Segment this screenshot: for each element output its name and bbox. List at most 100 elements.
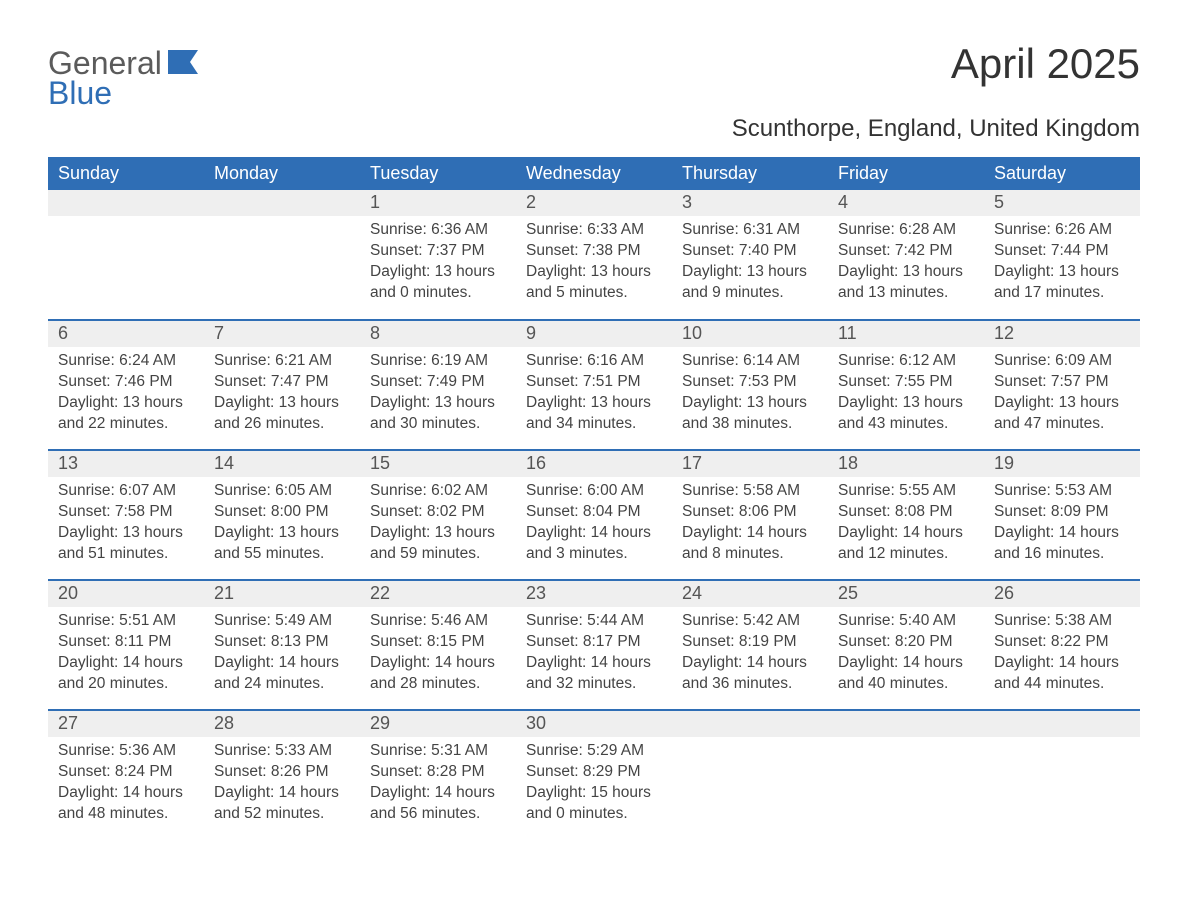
day-number: 3 xyxy=(672,190,828,217)
day-number: 1 xyxy=(360,190,516,217)
calendar-day-cell: 6Sunrise: 6:24 AMSunset: 7:46 PMDaylight… xyxy=(48,320,204,450)
day-details: Sunrise: 6:33 AMSunset: 7:38 PMDaylight:… xyxy=(516,216,672,310)
day-header: Sunday xyxy=(48,157,204,190)
calendar-day-cell: 11Sunrise: 6:12 AMSunset: 7:55 PMDayligh… xyxy=(828,320,984,450)
calendar-day-cell: 13Sunrise: 6:07 AMSunset: 7:58 PMDayligh… xyxy=(48,450,204,580)
day-header: Monday xyxy=(204,157,360,190)
calendar-day-cell: 14Sunrise: 6:05 AMSunset: 8:00 PMDayligh… xyxy=(204,450,360,580)
day-number: 15 xyxy=(360,451,516,478)
calendar-day-cell: 21Sunrise: 5:49 AMSunset: 8:13 PMDayligh… xyxy=(204,580,360,710)
calendar-day-cell: 28Sunrise: 5:33 AMSunset: 8:26 PMDayligh… xyxy=(204,710,360,840)
calendar-day-cell xyxy=(828,710,984,840)
calendar-week-row: 1Sunrise: 6:36 AMSunset: 7:37 PMDaylight… xyxy=(48,190,1140,320)
calendar-day-cell xyxy=(204,190,360,320)
sunrise-line: Sunrise: 5:29 AM xyxy=(526,741,662,762)
sunset-line: Sunset: 8:00 PM xyxy=(214,502,350,523)
day-details: Sunrise: 6:02 AMSunset: 8:02 PMDaylight:… xyxy=(360,477,516,571)
calendar-day-cell: 4Sunrise: 6:28 AMSunset: 7:42 PMDaylight… xyxy=(828,190,984,320)
day-details: Sunrise: 6:12 AMSunset: 7:55 PMDaylight:… xyxy=(828,347,984,441)
day-header: Friday xyxy=(828,157,984,190)
daylight-line: Daylight: 13 hours and 38 minutes. xyxy=(682,393,818,435)
calendar-day-cell: 27Sunrise: 5:36 AMSunset: 8:24 PMDayligh… xyxy=(48,710,204,840)
day-number: 19 xyxy=(984,451,1140,478)
day-number: 10 xyxy=(672,321,828,348)
day-number: 29 xyxy=(360,711,516,738)
daylight-line: Daylight: 13 hours and 0 minutes. xyxy=(370,262,506,304)
sunrise-line: Sunrise: 5:38 AM xyxy=(994,611,1130,632)
day-details: Sunrise: 6:31 AMSunset: 7:40 PMDaylight:… xyxy=(672,216,828,310)
day-header: Tuesday xyxy=(360,157,516,190)
sunset-line: Sunset: 7:53 PM xyxy=(682,372,818,393)
sunset-line: Sunset: 8:26 PM xyxy=(214,762,350,783)
day-number: 26 xyxy=(984,581,1140,608)
sunset-line: Sunset: 8:17 PM xyxy=(526,632,662,653)
calendar-day-cell: 26Sunrise: 5:38 AMSunset: 8:22 PMDayligh… xyxy=(984,580,1140,710)
sunrise-line: Sunrise: 6:09 AM xyxy=(994,351,1130,372)
sunrise-line: Sunrise: 6:28 AM xyxy=(838,220,974,241)
daylight-line: Daylight: 14 hours and 16 minutes. xyxy=(994,523,1130,565)
day-number: 18 xyxy=(828,451,984,478)
daylight-line: Daylight: 14 hours and 56 minutes. xyxy=(370,783,506,825)
day-number: 11 xyxy=(828,321,984,348)
day-number: 14 xyxy=(204,451,360,478)
sunrise-line: Sunrise: 6:12 AM xyxy=(838,351,974,372)
sunrise-line: Sunrise: 6:24 AM xyxy=(58,351,194,372)
calendar-week-row: 13Sunrise: 6:07 AMSunset: 7:58 PMDayligh… xyxy=(48,450,1140,580)
day-details: Sunrise: 6:36 AMSunset: 7:37 PMDaylight:… xyxy=(360,216,516,310)
day-details: Sunrise: 6:05 AMSunset: 8:00 PMDaylight:… xyxy=(204,477,360,571)
sunrise-line: Sunrise: 6:31 AM xyxy=(682,220,818,241)
logo-flag-icon xyxy=(168,61,202,78)
daylight-line: Daylight: 14 hours and 44 minutes. xyxy=(994,653,1130,695)
sunset-line: Sunset: 7:49 PM xyxy=(370,372,506,393)
daylight-line: Daylight: 13 hours and 59 minutes. xyxy=(370,523,506,565)
calendar-day-cell xyxy=(984,710,1140,840)
sunrise-line: Sunrise: 6:19 AM xyxy=(370,351,506,372)
day-details: Sunrise: 5:44 AMSunset: 8:17 PMDaylight:… xyxy=(516,607,672,701)
daylight-line: Daylight: 13 hours and 13 minutes. xyxy=(838,262,974,304)
sunset-line: Sunset: 8:15 PM xyxy=(370,632,506,653)
calendar-day-cell: 15Sunrise: 6:02 AMSunset: 8:02 PMDayligh… xyxy=(360,450,516,580)
sunset-line: Sunset: 7:44 PM xyxy=(994,241,1130,262)
sunset-line: Sunset: 7:46 PM xyxy=(58,372,194,393)
day-number xyxy=(48,190,204,217)
daylight-line: Daylight: 13 hours and 30 minutes. xyxy=(370,393,506,435)
sunset-line: Sunset: 8:11 PM xyxy=(58,632,194,653)
day-details: Sunrise: 5:31 AMSunset: 8:28 PMDaylight:… xyxy=(360,737,516,831)
sunrise-line: Sunrise: 6:26 AM xyxy=(994,220,1130,241)
sunrise-line: Sunrise: 5:46 AM xyxy=(370,611,506,632)
sunset-line: Sunset: 8:02 PM xyxy=(370,502,506,523)
day-details: Sunrise: 6:21 AMSunset: 7:47 PMDaylight:… xyxy=(204,347,360,441)
daylight-line: Daylight: 14 hours and 36 minutes. xyxy=(682,653,818,695)
sunset-line: Sunset: 8:24 PM xyxy=(58,762,194,783)
day-details: Sunrise: 6:14 AMSunset: 7:53 PMDaylight:… xyxy=(672,347,828,441)
day-number: 9 xyxy=(516,321,672,348)
location-subtitle: Scunthorpe, England, United Kingdom xyxy=(48,115,1140,143)
calendar-day-cell: 17Sunrise: 5:58 AMSunset: 8:06 PMDayligh… xyxy=(672,450,828,580)
sunrise-line: Sunrise: 5:44 AM xyxy=(526,611,662,632)
sunset-line: Sunset: 7:57 PM xyxy=(994,372,1130,393)
day-details: Sunrise: 6:16 AMSunset: 7:51 PMDaylight:… xyxy=(516,347,672,441)
daylight-line: Daylight: 13 hours and 22 minutes. xyxy=(58,393,194,435)
logo-text-blue: Blue xyxy=(48,78,202,108)
daylight-line: Daylight: 14 hours and 3 minutes. xyxy=(526,523,662,565)
day-details: Sunrise: 6:00 AMSunset: 8:04 PMDaylight:… xyxy=(516,477,672,571)
sunrise-line: Sunrise: 5:31 AM xyxy=(370,741,506,762)
day-details: Sunrise: 6:28 AMSunset: 7:42 PMDaylight:… xyxy=(828,216,984,310)
sunrise-line: Sunrise: 6:07 AM xyxy=(58,481,194,502)
day-number: 8 xyxy=(360,321,516,348)
daylight-line: Daylight: 14 hours and 8 minutes. xyxy=(682,523,818,565)
sunrise-line: Sunrise: 5:36 AM xyxy=(58,741,194,762)
calendar-table: SundayMondayTuesdayWednesdayThursdayFrid… xyxy=(48,157,1140,840)
daylight-line: Daylight: 14 hours and 32 minutes. xyxy=(526,653,662,695)
daylight-line: Daylight: 14 hours and 28 minutes. xyxy=(370,653,506,695)
sunset-line: Sunset: 8:28 PM xyxy=(370,762,506,783)
day-details: Sunrise: 6:07 AMSunset: 7:58 PMDaylight:… xyxy=(48,477,204,571)
calendar-day-cell: 25Sunrise: 5:40 AMSunset: 8:20 PMDayligh… xyxy=(828,580,984,710)
day-header: Thursday xyxy=(672,157,828,190)
sunrise-line: Sunrise: 5:40 AM xyxy=(838,611,974,632)
sunset-line: Sunset: 7:51 PM xyxy=(526,372,662,393)
day-number: 5 xyxy=(984,190,1140,217)
calendar-day-cell: 1Sunrise: 6:36 AMSunset: 7:37 PMDaylight… xyxy=(360,190,516,320)
day-number: 4 xyxy=(828,190,984,217)
day-number: 21 xyxy=(204,581,360,608)
